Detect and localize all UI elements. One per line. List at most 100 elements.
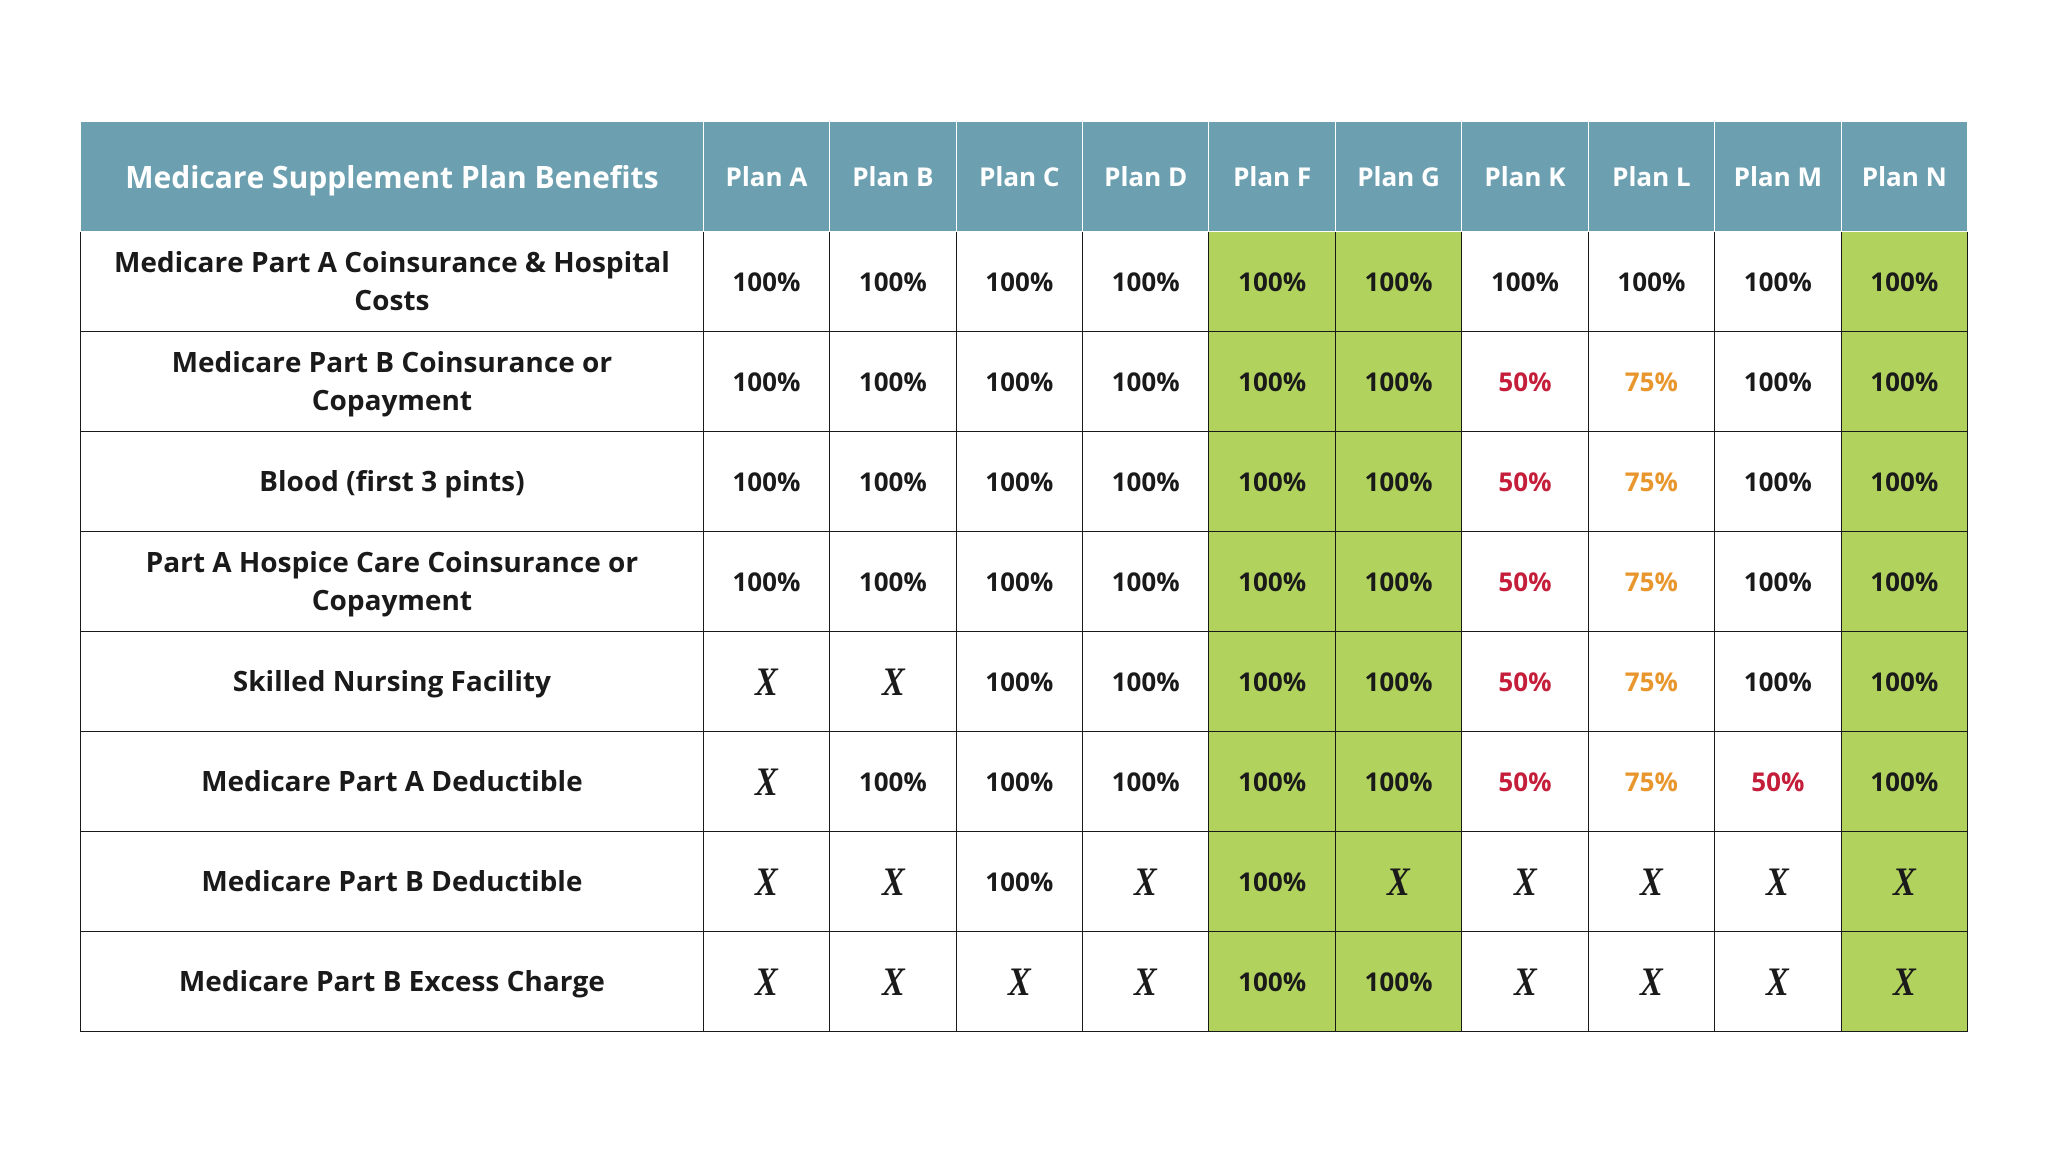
plan-cell: 100%	[1335, 531, 1461, 631]
plan-cell: 100%	[1209, 931, 1335, 1031]
plan-cell: X	[703, 631, 829, 731]
plan-cell: 100%	[1335, 231, 1461, 331]
table-row: Medicare Part B Excess Charge X X X X 100%100…	[81, 931, 1968, 1031]
plan-cell: 100%	[830, 231, 956, 331]
plan-cell: X	[830, 831, 956, 931]
plan-cell: 75%	[1588, 731, 1714, 831]
plan-header-g: Plan G	[1335, 121, 1461, 231]
table-row: Medicare Part B DeductibleXX100%X100%XXX…	[81, 831, 1968, 931]
x-mark-icon: X	[882, 958, 905, 1005]
benefits-table: Medicare Supplement Plan Benefits Plan A…	[80, 121, 1968, 1032]
plan-cell: X	[1588, 831, 1714, 931]
plan-cell: 100%	[1335, 331, 1461, 431]
table-row: Blood (first 3 pints)100%100%100%100%100…	[81, 431, 1968, 531]
x-mark-icon: X	[1766, 858, 1789, 905]
plan-cell: X	[703, 731, 829, 831]
plan-cell: 100%	[956, 731, 1082, 831]
x-mark-icon: X	[1766, 958, 1789, 1005]
plan-cell: 100%	[830, 531, 956, 631]
plan-cell: 100%	[703, 231, 829, 331]
plan-header-l: Plan L	[1588, 121, 1714, 231]
plan-cell: X	[1841, 931, 1967, 1031]
benefit-label: Medicare Part B Excess Charge	[81, 931, 704, 1031]
plan-cell: X	[956, 931, 1082, 1031]
header-row: Medicare Supplement Plan Benefits Plan A…	[81, 121, 1968, 231]
plan-cell: 100%	[1335, 731, 1461, 831]
plan-cell: 100%	[830, 331, 956, 431]
plan-cell: 100%	[1588, 231, 1714, 331]
plan-cell: 50%	[1462, 331, 1588, 431]
plan-cell: 100%	[1715, 531, 1841, 631]
plan-cell: 100%	[1841, 331, 1967, 431]
plan-cell: 100%	[1209, 231, 1335, 331]
x-mark-icon: X	[1893, 958, 1916, 1005]
plan-cell: 100%	[956, 231, 1082, 331]
table-header: Medicare Supplement Plan Benefits Plan A…	[81, 121, 1968, 231]
x-mark-icon: X	[755, 658, 778, 705]
plan-cell: 100%	[1082, 631, 1208, 731]
benefit-label: Part A Hospice Care Coinsurance or Copay…	[81, 531, 704, 631]
plan-header-n: Plan N	[1841, 121, 1967, 231]
plan-cell: 50%	[1462, 731, 1588, 831]
plan-cell: 100%	[956, 531, 1082, 631]
plan-cell: 100%	[1209, 731, 1335, 831]
table-row: Medicare Part B Coinsurance or Copayment…	[81, 331, 1968, 431]
plan-cell: X	[1462, 931, 1588, 1031]
plan-cell: 100%	[1715, 631, 1841, 731]
x-mark-icon: X	[882, 858, 905, 905]
plan-header-c: Plan C	[956, 121, 1082, 231]
plan-cell: X	[830, 931, 956, 1031]
table-body: Medicare Part A Coinsurance & Hospital C…	[81, 231, 1968, 1031]
plan-cell: 100%	[1209, 831, 1335, 931]
x-mark-icon: X	[1008, 958, 1031, 1005]
plan-cell: X	[1715, 931, 1841, 1031]
plan-cell: 100%	[1082, 331, 1208, 431]
plan-cell: 100%	[830, 431, 956, 531]
plan-cell: 100%	[1082, 231, 1208, 331]
plan-cell: 100%	[1209, 631, 1335, 731]
plan-cell: 100%	[703, 531, 829, 631]
plan-cell: 100%	[1209, 431, 1335, 531]
plan-cell: 100%	[1082, 731, 1208, 831]
plan-cell: X	[1715, 831, 1841, 931]
plan-cell: 100%	[1841, 531, 1967, 631]
x-mark-icon: X	[755, 858, 778, 905]
x-mark-icon: X	[1514, 958, 1537, 1005]
table-row: Medicare Part A Coinsurance & Hospital C…	[81, 231, 1968, 331]
plan-cell: 100%	[956, 831, 1082, 931]
plan-cell: 100%	[830, 731, 956, 831]
plan-cell: X	[1588, 931, 1714, 1031]
table-container: Medicare Supplement Plan Benefits Plan A…	[0, 61, 2048, 1092]
plan-cell: 100%	[956, 431, 1082, 531]
plan-cell: 50%	[1715, 731, 1841, 831]
plan-cell: 100%	[1715, 231, 1841, 331]
plan-cell: 100%	[1841, 431, 1967, 531]
table-row: Medicare Part A DeductibleX100%100%100%1…	[81, 731, 1968, 831]
plan-cell: 100%	[1082, 431, 1208, 531]
benefits-header-cell: Medicare Supplement Plan Benefits	[81, 121, 704, 231]
plan-cell: X	[1082, 931, 1208, 1031]
x-mark-icon: X	[1893, 858, 1916, 905]
plan-cell: 75%	[1588, 431, 1714, 531]
x-mark-icon: X	[1134, 858, 1157, 905]
x-mark-icon: X	[755, 958, 778, 1005]
plan-cell: 100%	[1082, 531, 1208, 631]
x-mark-icon: X	[755, 758, 778, 805]
plan-cell: 50%	[1462, 531, 1588, 631]
plan-cell: 100%	[1335, 631, 1461, 731]
benefit-label: Medicare Part A Deductible	[81, 731, 704, 831]
plan-cell: 100%	[956, 331, 1082, 431]
benefit-label: Skilled Nursing Facility	[81, 631, 704, 731]
benefit-label: Blood (first 3 pints)	[81, 431, 704, 531]
x-mark-icon: X	[1640, 858, 1663, 905]
plan-cell: 100%	[1335, 931, 1461, 1031]
plan-cell: 75%	[1588, 531, 1714, 631]
plan-cell: 50%	[1462, 431, 1588, 531]
plan-cell: 100%	[1715, 431, 1841, 531]
plan-cell: 100%	[1209, 531, 1335, 631]
plan-header-f: Plan F	[1209, 121, 1335, 231]
plan-header-b: Plan B	[830, 121, 956, 231]
plan-header-k: Plan K	[1462, 121, 1588, 231]
table-row: Part A Hospice Care Coinsurance or Copay…	[81, 531, 1968, 631]
x-mark-icon: X	[1134, 958, 1157, 1005]
